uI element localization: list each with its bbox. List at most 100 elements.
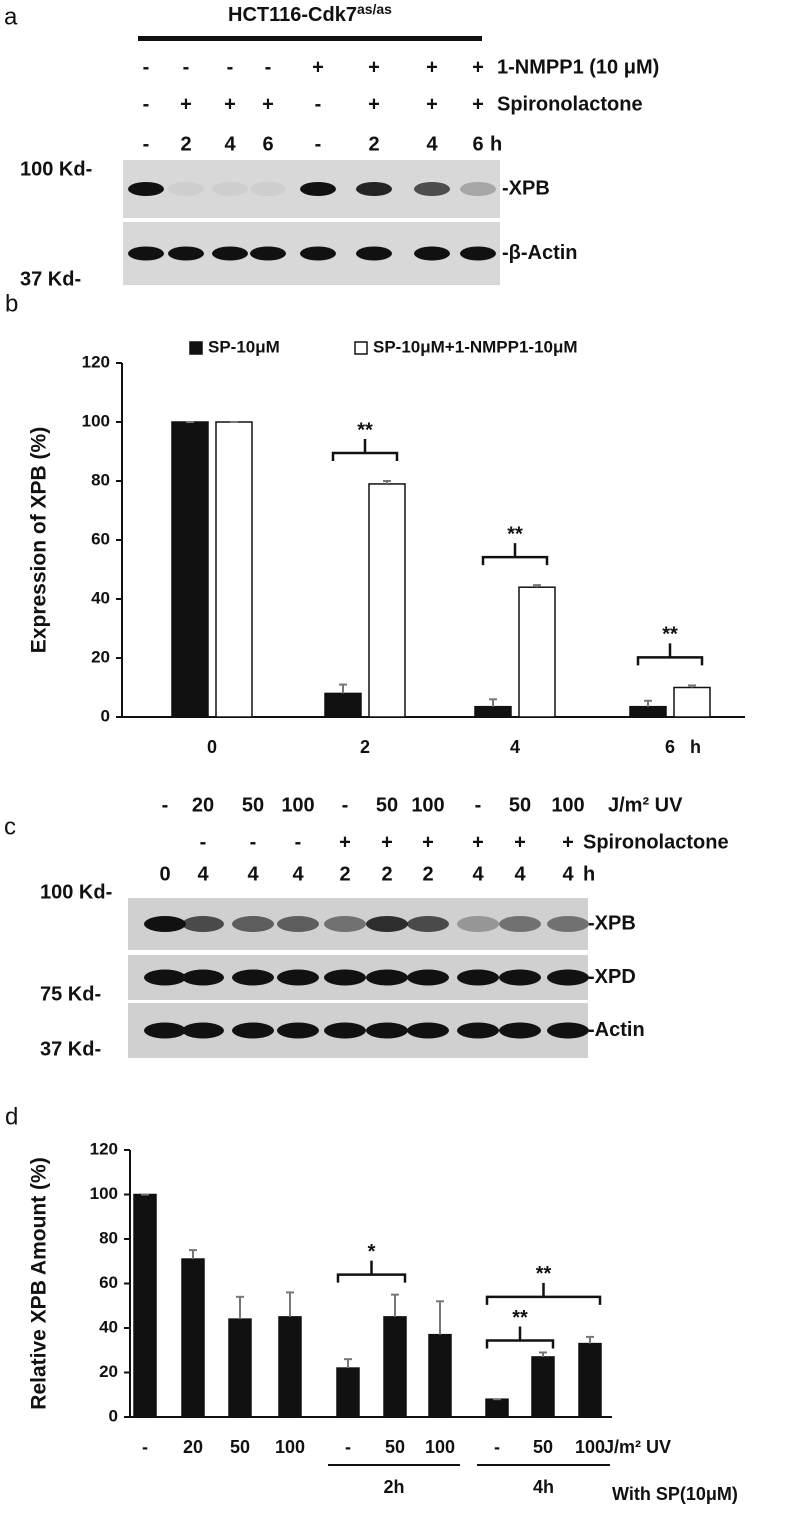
bar [578,1342,602,1418]
error-bar [533,584,541,588]
bar [428,1333,452,1418]
lane-label: 4 [247,863,259,885]
bar [485,1398,509,1418]
lane-label: 50 [242,794,264,816]
blot-band [547,1022,589,1039]
lane-label: + [426,93,438,115]
blot-band [460,182,496,196]
blot-band [457,1022,499,1039]
blot-band [547,969,589,986]
marker-label: 75 Kd- [40,983,101,1005]
significance-bracket [485,1326,555,1349]
bar [474,705,512,718]
x-tick-label: 0 [207,737,217,757]
significance-label: ** [662,624,678,646]
error-bar [644,699,652,707]
band-label: -XPB [502,177,550,199]
blot-band [324,1022,366,1039]
lane-label: 4 [514,863,526,885]
y-tick-label: 0 [109,1406,118,1425]
error-bar [344,1358,352,1369]
error-bar [436,1300,444,1335]
lane-label: 2 [339,863,350,885]
y-tick-label: 120 [90,1139,118,1158]
lane-label: - [342,794,349,816]
lane-label: - [143,133,150,155]
significance-label: ** [512,1307,528,1329]
blot-band [547,916,589,932]
bar [133,1193,157,1418]
y-tick-label: 80 [99,1228,118,1247]
group-label: 4h [533,1477,554,1497]
lane-label: 2 [180,133,191,155]
significance-label: * [368,1241,376,1263]
blot-band [356,182,392,196]
title-bar [138,36,482,41]
lane-label: 4 [224,133,236,155]
bar [228,1318,252,1418]
lane-label: + [472,56,484,78]
y-tick-label: 120 [82,352,110,371]
lane-label: - [227,56,234,78]
blot-band [250,182,286,196]
y-tick-label: 20 [99,1362,118,1381]
row-label: Spironolactone [583,831,729,853]
legend-label: SP-10μM+1-NMPP1-10μM [373,337,578,356]
x-tick-label: 20 [183,1437,203,1457]
bar [518,586,556,718]
panel-label: c [4,813,16,840]
error-bar [539,1351,547,1357]
y-tick-label: 20 [91,647,110,666]
lane-label: 4 [292,863,304,885]
lane-label: 6 [472,133,483,155]
panel-label: b [5,290,18,317]
blot-band [457,969,499,986]
marker-label: 37 Kd- [20,268,81,290]
group-note: With SP(10μM) [612,1484,738,1504]
y-tick-label: 80 [91,470,110,489]
marker-label: 37 Kd- [40,1038,101,1060]
lane-label: 50 [509,794,531,816]
lane-label: 4 [472,863,484,885]
bar [181,1258,205,1418]
blot-band [366,1022,408,1039]
legend-label: SP-10μM [208,337,280,356]
lane-label: + [312,56,324,78]
group-label: 2h [383,1477,404,1497]
significance-bracket [336,1260,407,1283]
blot-band [499,969,541,986]
lane-label: + [339,831,351,853]
bar [215,421,253,718]
significance-bracket [331,439,399,461]
x-tick-label: - [345,1437,351,1457]
lane-label: - [295,831,302,853]
x-tick-label: 100 [575,1437,605,1457]
blot-band [168,182,204,196]
lane-label: + [514,831,526,853]
bar [278,1316,302,1418]
significance-label: ** [536,1263,552,1285]
title-main: HCT116-Cdk7 [228,4,357,26]
x-tick-label: 100 [275,1437,305,1457]
blot-band [144,1022,186,1039]
row-label: Spironolactone [497,93,643,115]
blot-band [128,246,164,261]
y-axis-label: Expression of XPB (%) [28,427,51,653]
lane-label: 6 [262,133,273,155]
significance-label: ** [357,419,373,441]
marker-label: 100 Kd- [40,881,112,903]
legend-swatch [354,341,368,355]
blot-band [499,916,541,932]
x-tick-label: - [494,1437,500,1457]
blot-band [212,182,248,196]
band-label: -Actin [588,1019,645,1041]
bar [629,705,667,718]
bar [336,1367,360,1418]
bar [324,692,362,718]
blot-band [414,246,450,261]
error-bar [489,698,497,707]
row-label: 1-NMPP1 (10 μM) [497,56,659,78]
blot-band [460,246,496,261]
lane-label: 2 [422,863,433,885]
